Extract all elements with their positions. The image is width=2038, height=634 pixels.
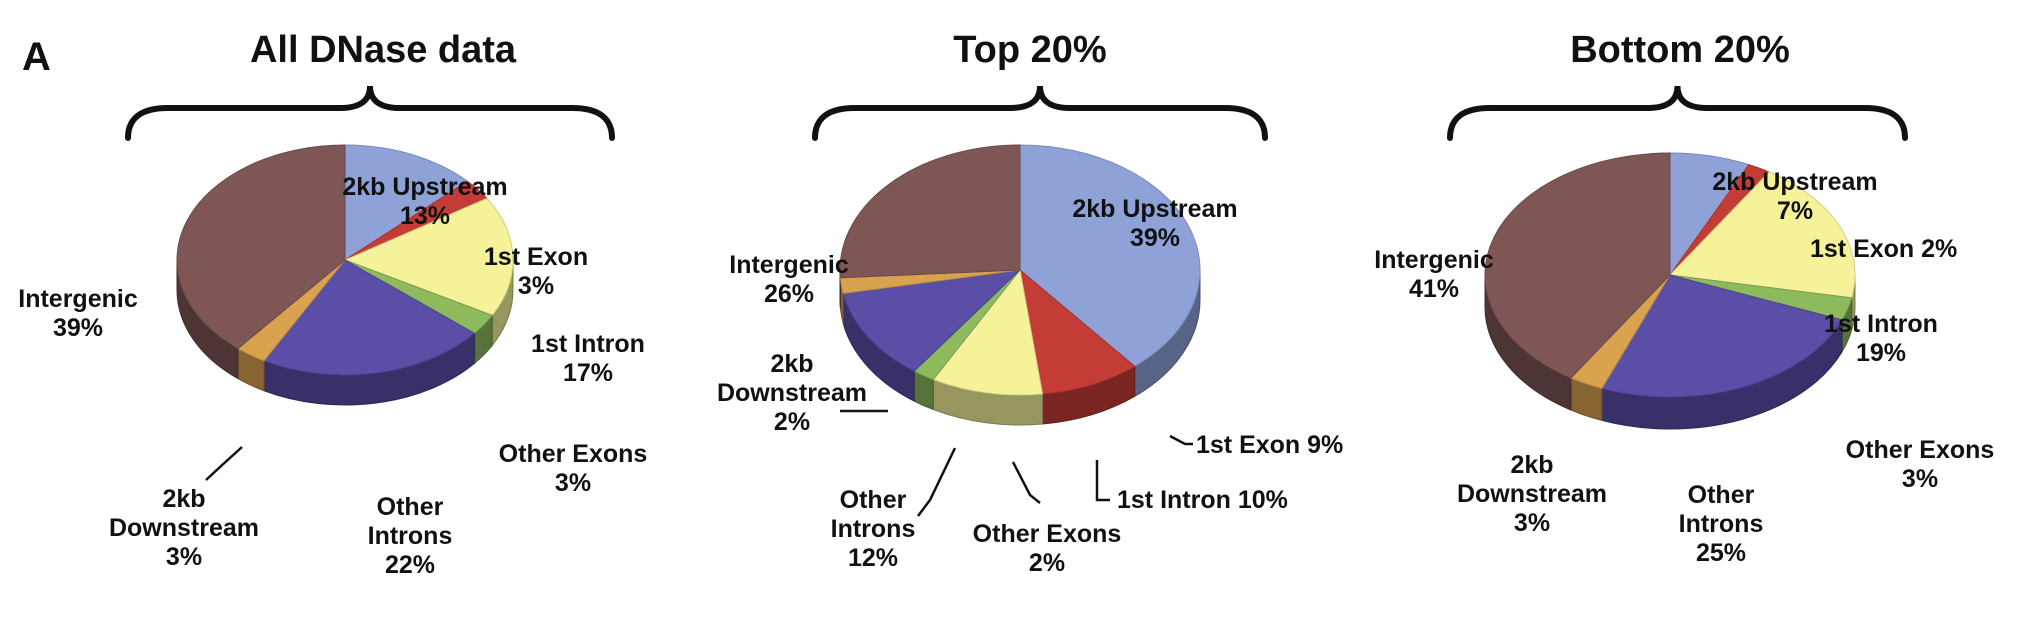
slice-label-intergenic: Intergenic 41% [1374, 246, 1494, 303]
chart-title: All DNase data [250, 29, 517, 71]
slice-other-introns [1601, 274, 1843, 398]
slice-label-other-introns: Other Introns 22% [368, 493, 453, 579]
slice-other-introns [842, 269, 1022, 372]
slice-1st-intron [343, 197, 514, 316]
leader-line-other-exons [1011, 461, 1041, 504]
chart-title: Bottom 20% [1570, 29, 1790, 71]
slice-label-2kb-upstream: 2kb Upstream 13% [342, 173, 507, 230]
pie-chart-bottom-20: Bottom 20% 2kb Upstream 7% 1st Exon 2% 1st I… [1374, 29, 1994, 567]
slice-label-other-exons: Other Exons 3% [1846, 436, 1995, 493]
pie-charts: All DNase data 2kb Upstream 13% 1st Exon 3% 1… [18, 29, 1994, 579]
slice-label-intergenic: Intergenic 26% [729, 251, 849, 308]
slice-other-introns [263, 259, 476, 376]
chart-title: Top 20% [953, 29, 1106, 71]
slice-1st-exon [1019, 268, 1136, 395]
slice-label-1st-exon: 1st Exon 3% [484, 243, 588, 300]
slice-label-1st-intron: 1st Intron 19% [1824, 310, 1938, 367]
leader-line-1st-intron [1095, 460, 1110, 502]
panel-letter: A [22, 35, 51, 79]
slice-label-2kb-downstream: 2kb Downstream 2% [717, 350, 867, 436]
leader-line-2kb-downstream [205, 446, 243, 481]
slice-label-1st-exon: 1st Exon 2% [1810, 235, 1957, 263]
slice-label-other-introns: Other Introns 25% [1679, 481, 1764, 567]
slice-label-other-exons: Other Exons 2% [973, 520, 1122, 577]
slice-label-1st-intron: 1st Intron 10% [1117, 486, 1288, 514]
slice-label-2kb-downstream: 2kb Downstream 3% [1457, 451, 1607, 537]
slice-label-intergenic: Intergenic 39% [18, 285, 138, 342]
pie-chart-top-20: Top 20% 2kb Upstream 39% 1st Exon 9% 1st Int… [717, 29, 1343, 577]
slice-label-1st-exon: 1st Exon 9% [1196, 431, 1343, 459]
title-brace [125, 85, 615, 141]
slice-label-2kb-upstream: 2kb Upstream 7% [1712, 168, 1877, 225]
slice-1st-intron [932, 268, 1044, 396]
slice-label-other-exons: Other Exons 3% [499, 440, 648, 497]
slice-intergenic [176, 144, 346, 350]
title-brace [1447, 85, 1908, 141]
slice-label-2kb-upstream: 2kb Upstream 39% [1072, 195, 1237, 252]
slice-label-2kb-downstream: 2kb Downstream 3% [109, 485, 259, 571]
slice-2kb-upstream [344, 144, 469, 261]
pie-chart-all-dnase-data: All DNase data 2kb Upstream 13% 1st Exon 3% 1… [18, 29, 647, 579]
leader-line-1st-exon [1169, 434, 1193, 446]
slice-intergenic [1484, 152, 1671, 379]
slice-label-other-introns: Other Introns 12% [831, 486, 916, 572]
leader-line-other-introns [917, 447, 957, 517]
slice-2kb-upstream [1019, 144, 1201, 367]
slice-1st-intron [1668, 171, 1856, 299]
slice-intergenic [839, 144, 1021, 279]
title-brace [812, 85, 1268, 141]
slice-label-1st-intron: 1st Intron 17% [531, 330, 645, 387]
